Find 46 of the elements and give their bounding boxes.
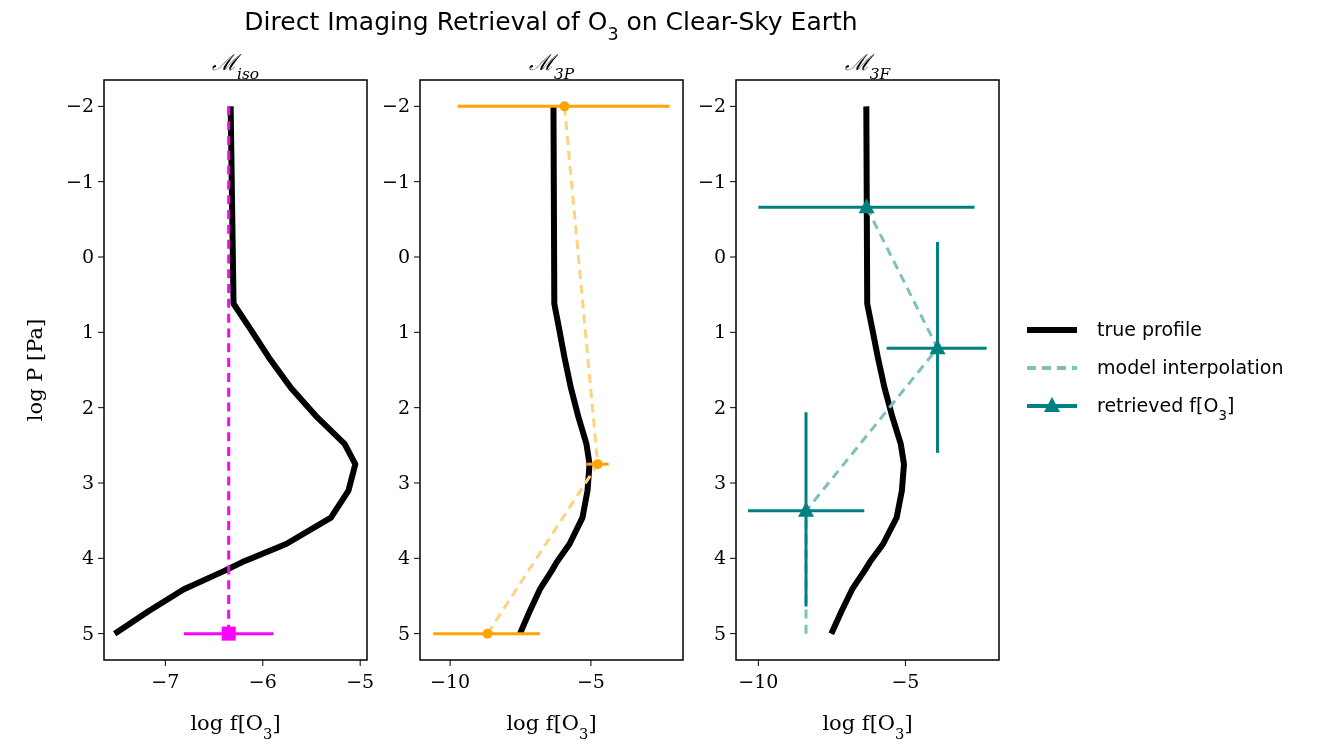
y-tick-label: 4 [713, 546, 726, 569]
x-tick-label: −6 [248, 670, 277, 692]
chart-title: ℳ$_{3F}$ [844, 50, 892, 83]
y-tick-label: −1 [697, 169, 726, 192]
y-tick-label: 2 [81, 395, 94, 418]
x-tick-label: −5 [576, 670, 605, 692]
y-tick-label: 2 [713, 395, 726, 418]
y-tick-label: 2 [397, 395, 410, 418]
x-axis-title: log f[O$_{3}$] [822, 711, 913, 742]
point [482, 628, 493, 639]
y-tick-label: 1 [397, 320, 410, 343]
y-axis-title: log P [Pa] [23, 318, 47, 422]
y-tick-label: −2 [697, 94, 726, 117]
point [559, 101, 570, 112]
y-tick-label: 1 [81, 320, 94, 343]
x-axis-title: log f[O$_{3}$] [190, 711, 281, 742]
y-tick-label: 5 [397, 621, 410, 644]
y-tick-label: 3 [81, 470, 94, 493]
y-tick-label: −2 [65, 94, 94, 117]
y-tick-label: 4 [397, 546, 410, 569]
y-tick-label: 0 [81, 245, 94, 268]
legend-label: true profile [1097, 318, 1203, 340]
x-tick-label: −5 [346, 670, 375, 692]
point [592, 459, 603, 470]
y-tick-label: 5 [713, 621, 726, 644]
y-tick-label: 5 [81, 621, 94, 644]
y-tick-label: 1 [713, 320, 726, 343]
y-tick-label: 0 [397, 245, 410, 268]
legend-label: retrieved f[O$_{3}$] [1097, 394, 1235, 423]
y-tick-label: −1 [65, 169, 94, 192]
y-tick-label: 4 [81, 546, 94, 569]
chart-title: ℳ$_{3P}$ [528, 50, 575, 83]
x-tick-label: −7 [151, 670, 180, 692]
y-tick-label: −1 [381, 169, 410, 192]
chart-title: ℳ$_{iso}$ [211, 50, 260, 83]
x-tick-label: −10 [430, 670, 471, 692]
text: Direct Imaging Retrieval of O$_{3}$ on Clear-Sky Earth [244, 7, 858, 44]
y-tick-label: 3 [713, 470, 726, 493]
x-axis-title: log f[O$_{3}$] [506, 711, 597, 742]
point [858, 198, 875, 214]
x-tick-label: −10 [738, 670, 779, 692]
x-tick-label: −5 [891, 670, 920, 692]
legend-label: model interpolation [1097, 356, 1284, 378]
y-tick-label: −2 [381, 94, 410, 117]
y-tick-label: 0 [713, 245, 726, 268]
y-tick-label: 3 [397, 470, 410, 493]
